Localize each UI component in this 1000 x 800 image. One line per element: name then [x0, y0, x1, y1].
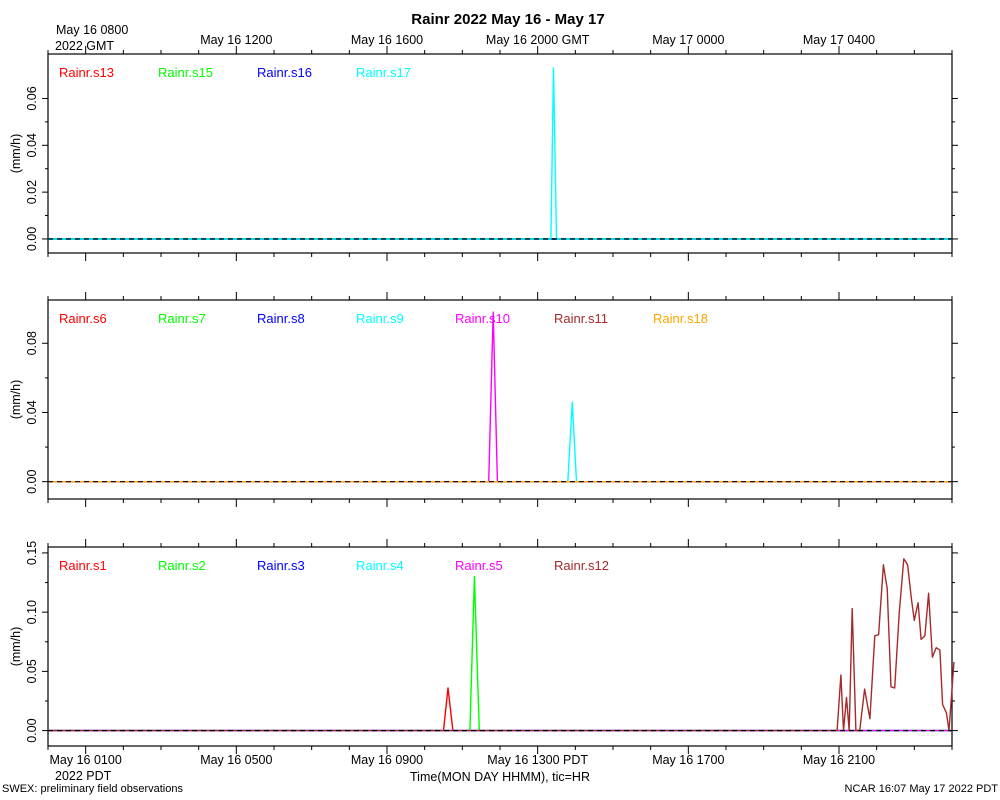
y-tick-label: 0.10 — [25, 600, 39, 624]
series-line-Rainr-s17 — [48, 67, 952, 240]
y-tick-label: 0.04 — [25, 133, 39, 157]
y-tick-label: 0.04 — [25, 400, 39, 424]
y-axis-label: (mm/h) — [9, 380, 23, 420]
panel-3: 0.00 0.05 0.10 0.15 (mm/h) Rainr.s1 Rainr.s2 Ra… — [9, 539, 958, 754]
legend-entry: Rainr.s15 — [158, 65, 213, 80]
series-line-Rainr-s12 — [48, 558, 955, 732]
panel-frame — [47, 546, 953, 747]
y-tick-label: 0.00 — [25, 718, 39, 742]
legend-entry: Rainr.s13 — [59, 65, 114, 80]
y-tick-label: 0.00 — [25, 227, 39, 251]
bottom-axis-label: May 16 1300 PDT — [487, 753, 588, 767]
series-line-Rainr-s1 — [48, 687, 952, 732]
series-line-Rainr-s2 — [48, 575, 952, 732]
y-tick-label: 0.05 — [25, 659, 39, 683]
series-line-Rainr-s10 — [48, 311, 952, 483]
bottom-axis-label: May 16 0100 — [50, 753, 122, 767]
legend-entry: Rainr.s3 — [257, 558, 305, 573]
legend-entry: Rainr.s8 — [257, 311, 305, 326]
x-axis-label: Time(MON DAY HHMM), tic=HR — [410, 770, 590, 784]
panel-2: 0.00 0.04 0.08 (mm/h) Rainr.s6 Rainr.s7 Rainr.… — [9, 292, 958, 507]
y-tick-label: 0.08 — [25, 331, 39, 355]
top-axis-label: May 16 1600 — [351, 33, 423, 47]
legend-entry: Rainr.s2 — [158, 558, 206, 573]
top-gmt-axis: May 16 0800 May 16 1200 May 16 1600 May 16 … — [55, 23, 875, 53]
chart-title: Rainr 2022 May 16 - May 17 — [411, 11, 604, 28]
bottom-pdt-axis: May 16 0100 May 16 0500 May 16 0900 May 16 … — [50, 753, 876, 783]
top-axis-label: May 17 0400 — [803, 33, 875, 47]
panel-frame — [47, 53, 953, 254]
legend-entry: Rainr.s4 — [356, 558, 404, 573]
preliminary-note: SWEX: preliminary field observations — [2, 783, 183, 795]
y-tick-label: 0.00 — [25, 469, 39, 493]
top-axis-year: 2022 GMT — [55, 39, 114, 53]
bottom-axis-label: May 16 0900 — [351, 753, 423, 767]
panels: 0.00 0.02 0.04 0.06 (mm/h) Rainr.s13 Rainr.s15… — [9, 46, 958, 754]
legend-entry: Rainr.s10 — [455, 311, 510, 326]
top-axis-label: May 17 0000 — [652, 33, 724, 47]
top-axis-label: May 16 0800 — [56, 23, 128, 37]
timestamp-note: NCAR 16:07 May 17 2022 PDT — [845, 783, 999, 795]
legend-entry: Rainr.s17 — [356, 65, 411, 80]
panel-1: 0.00 0.02 0.04 0.06 (mm/h) Rainr.s13 Rainr.s15… — [9, 46, 958, 261]
y-tick-label: 0.02 — [25, 180, 39, 204]
bottom-axis-label: May 16 2100 — [803, 753, 875, 767]
top-axis-label: May 16 2000 GMT — [486, 33, 590, 47]
series-line-Rainr-s9 — [48, 401, 952, 483]
legend-entry: Rainr.s1 — [59, 558, 107, 573]
legend-entry: Rainr.s18 — [653, 311, 708, 326]
legend-entry: Rainr.s9 — [356, 311, 404, 326]
legend-entry: Rainr.s6 — [59, 311, 107, 326]
y-tick-label: 0.06 — [25, 86, 39, 110]
legend-entry: Rainr.s12 — [554, 558, 609, 573]
legend-entry: Rainr.s11 — [554, 311, 608, 326]
panel-frame — [47, 299, 953, 500]
legend-entry: Rainr.s16 — [257, 65, 312, 80]
y-axis-label: (mm/h) — [9, 627, 23, 667]
legend-entry: Rainr.s7 — [158, 311, 206, 326]
bottom-axis-year: 2022 PDT — [55, 769, 112, 783]
y-axis-label: (mm/h) — [9, 134, 23, 174]
bottom-axis-label: May 16 1700 — [652, 753, 724, 767]
bottom-axis-label: May 16 0500 — [200, 753, 272, 767]
top-axis-label: May 16 1200 — [200, 33, 272, 47]
legend-entry: Rainr.s5 — [455, 558, 503, 573]
y-tick-label: 0.15 — [25, 541, 39, 565]
